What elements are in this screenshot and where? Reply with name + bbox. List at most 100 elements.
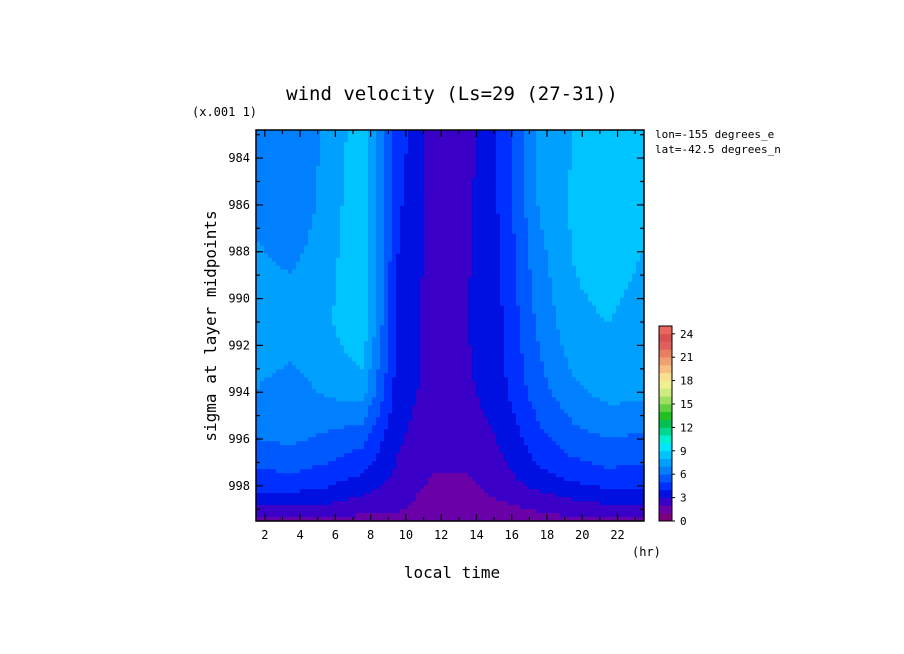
contour-cell [304, 313, 309, 319]
contour-cell [492, 329, 497, 335]
contour-cell [320, 229, 325, 235]
contour-cell [384, 205, 389, 211]
contour-cell [420, 313, 425, 319]
contour-cell [392, 209, 397, 215]
contour-cell [620, 221, 625, 227]
contour-cell [448, 165, 453, 171]
contour-cell [416, 197, 421, 203]
contour-cell [472, 253, 477, 259]
contour-cell [608, 149, 613, 155]
contour-cell [352, 329, 357, 335]
contour-cell [408, 237, 413, 243]
contour-cell [608, 137, 613, 143]
contour-cell [580, 249, 585, 255]
contour-cell [300, 333, 305, 339]
contour-cell [632, 165, 637, 171]
contour-cell [460, 130, 465, 135]
contour-cell [296, 157, 301, 163]
contour-cell [504, 197, 509, 203]
contour-cell [372, 245, 377, 251]
contour-cell [540, 281, 545, 287]
contour-cell [368, 173, 373, 179]
contour-cell [348, 165, 353, 171]
contour-cell [532, 305, 537, 311]
contour-cell [464, 305, 469, 311]
contour-cell [264, 309, 269, 315]
contour-cell [612, 145, 617, 151]
contour-cell [256, 321, 261, 327]
contour-cell [548, 197, 553, 203]
contour-cell [260, 229, 265, 235]
contour-cell [592, 289, 597, 295]
contour-cell [412, 289, 417, 295]
contour-cell [364, 209, 369, 215]
contour-cell [256, 205, 261, 211]
contour-cell [436, 201, 441, 207]
contour-cell [604, 177, 609, 183]
contour-cell [260, 285, 265, 291]
contour-cell [264, 181, 269, 187]
contour-cell [288, 213, 293, 219]
contour-cell [268, 245, 273, 251]
contour-cell [296, 289, 301, 295]
contour-cell [388, 221, 393, 227]
contour-cell [288, 289, 293, 295]
contour-cell [448, 305, 453, 311]
contour-cell [488, 321, 493, 327]
contour-cell [624, 237, 629, 243]
contour-cell [380, 277, 385, 283]
contour-cell [340, 325, 345, 331]
contour-cell [548, 193, 553, 199]
contour-cell [484, 185, 489, 191]
contour-cell [484, 165, 489, 171]
contour-cell [468, 329, 473, 335]
contour-cell [440, 257, 445, 263]
contour-cell [324, 157, 329, 163]
contour-cell [504, 269, 509, 275]
contour-cell [412, 197, 417, 203]
contour-cell [384, 269, 389, 275]
contour-cell [320, 141, 325, 147]
contour-cell [308, 325, 313, 331]
contour-cell [492, 257, 497, 263]
contour-cell [508, 193, 513, 199]
contour-cell [324, 165, 329, 171]
contour-cell [416, 261, 421, 267]
contour-cell [428, 225, 433, 231]
contour-cell [408, 205, 413, 211]
contour-cell [600, 317, 605, 323]
contour-cell [548, 177, 553, 183]
contour-cell [376, 217, 381, 223]
contour-cell [368, 281, 373, 287]
contour-cell [392, 233, 397, 239]
contour-cell [564, 201, 569, 207]
contour-cell [340, 285, 345, 291]
contour-cell [316, 157, 321, 163]
contour-cell [384, 189, 389, 195]
contour-cell [388, 197, 393, 203]
contour-cell [432, 257, 437, 263]
contour-cell [548, 309, 553, 315]
contour-cell [360, 181, 365, 187]
contour-cell [508, 165, 513, 171]
contour-cell [620, 165, 625, 171]
contour-cell [328, 333, 333, 339]
contour-cell [332, 269, 337, 275]
contour-cell [292, 269, 297, 275]
contour-cell [428, 137, 433, 143]
contour-cell [388, 329, 393, 335]
contour-cell [464, 285, 469, 291]
contour-cell [528, 265, 533, 271]
contour-cell [544, 289, 549, 295]
contour-cell [280, 305, 285, 311]
contour-cell [272, 205, 277, 211]
contour-cell [436, 149, 441, 155]
contour-cell [380, 245, 385, 251]
contour-cell [412, 261, 417, 267]
contour-cell [632, 173, 637, 179]
contour-cell [320, 265, 325, 271]
contour-cell [404, 313, 409, 319]
contour-cell [348, 269, 353, 275]
contour-cell [456, 141, 461, 147]
contour-cell [576, 201, 581, 207]
